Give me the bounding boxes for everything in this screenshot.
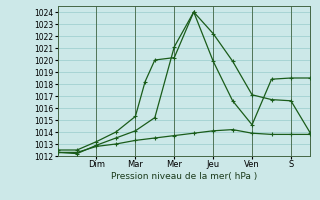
X-axis label: Pression niveau de la mer( hPa ): Pression niveau de la mer( hPa )	[111, 172, 257, 181]
